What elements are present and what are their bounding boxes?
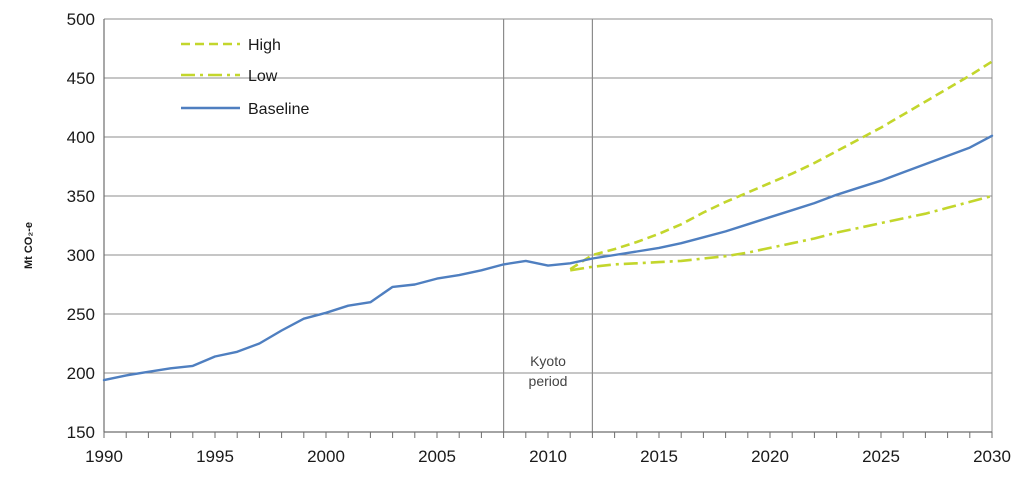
x-tick-label: 2005 [418,447,456,466]
y-tick-label: 150 [67,423,95,442]
series-lines [102,60,994,382]
kyoto-label-line2: period [529,373,568,389]
x-tick-label: 1995 [196,447,234,466]
x-tick-label: 2000 [307,447,345,466]
series-line-low [569,194,993,272]
y-axis-title: Mt CO₂-e [23,222,35,269]
x-tick-label: 2010 [529,447,567,466]
y-tick-label: 200 [67,364,95,383]
series-line-baseline [102,134,994,382]
legend-label-baseline: Baseline [248,101,309,118]
y-tick-label: 400 [67,128,95,147]
y-tick-label: 300 [67,246,95,265]
x-tick-label: 2025 [862,447,900,466]
axes: 150 200 250 300 350 400 450 500 1990 1995 2000 2005… [23,10,1011,466]
series-line-high [569,60,993,271]
x-tick-label: 2020 [751,447,789,466]
kyoto-period-annotation: Kyoto period [503,19,594,432]
y-tick-label: 250 [67,305,95,324]
gridlines [104,18,992,433]
legend: High Low Baseline [181,37,309,118]
x-tick-label: 2030 [973,447,1011,466]
y-tick-label: 500 [67,10,95,29]
x-tick-label: 1990 [85,447,123,466]
x-tick-label: 2015 [640,447,678,466]
legend-label-high: High [248,37,281,54]
y-tick-label: 350 [67,187,95,206]
y-tick-label: 450 [67,69,95,88]
kyoto-label-line1: Kyoto [530,353,566,369]
legend-label-low: Low [248,68,278,85]
